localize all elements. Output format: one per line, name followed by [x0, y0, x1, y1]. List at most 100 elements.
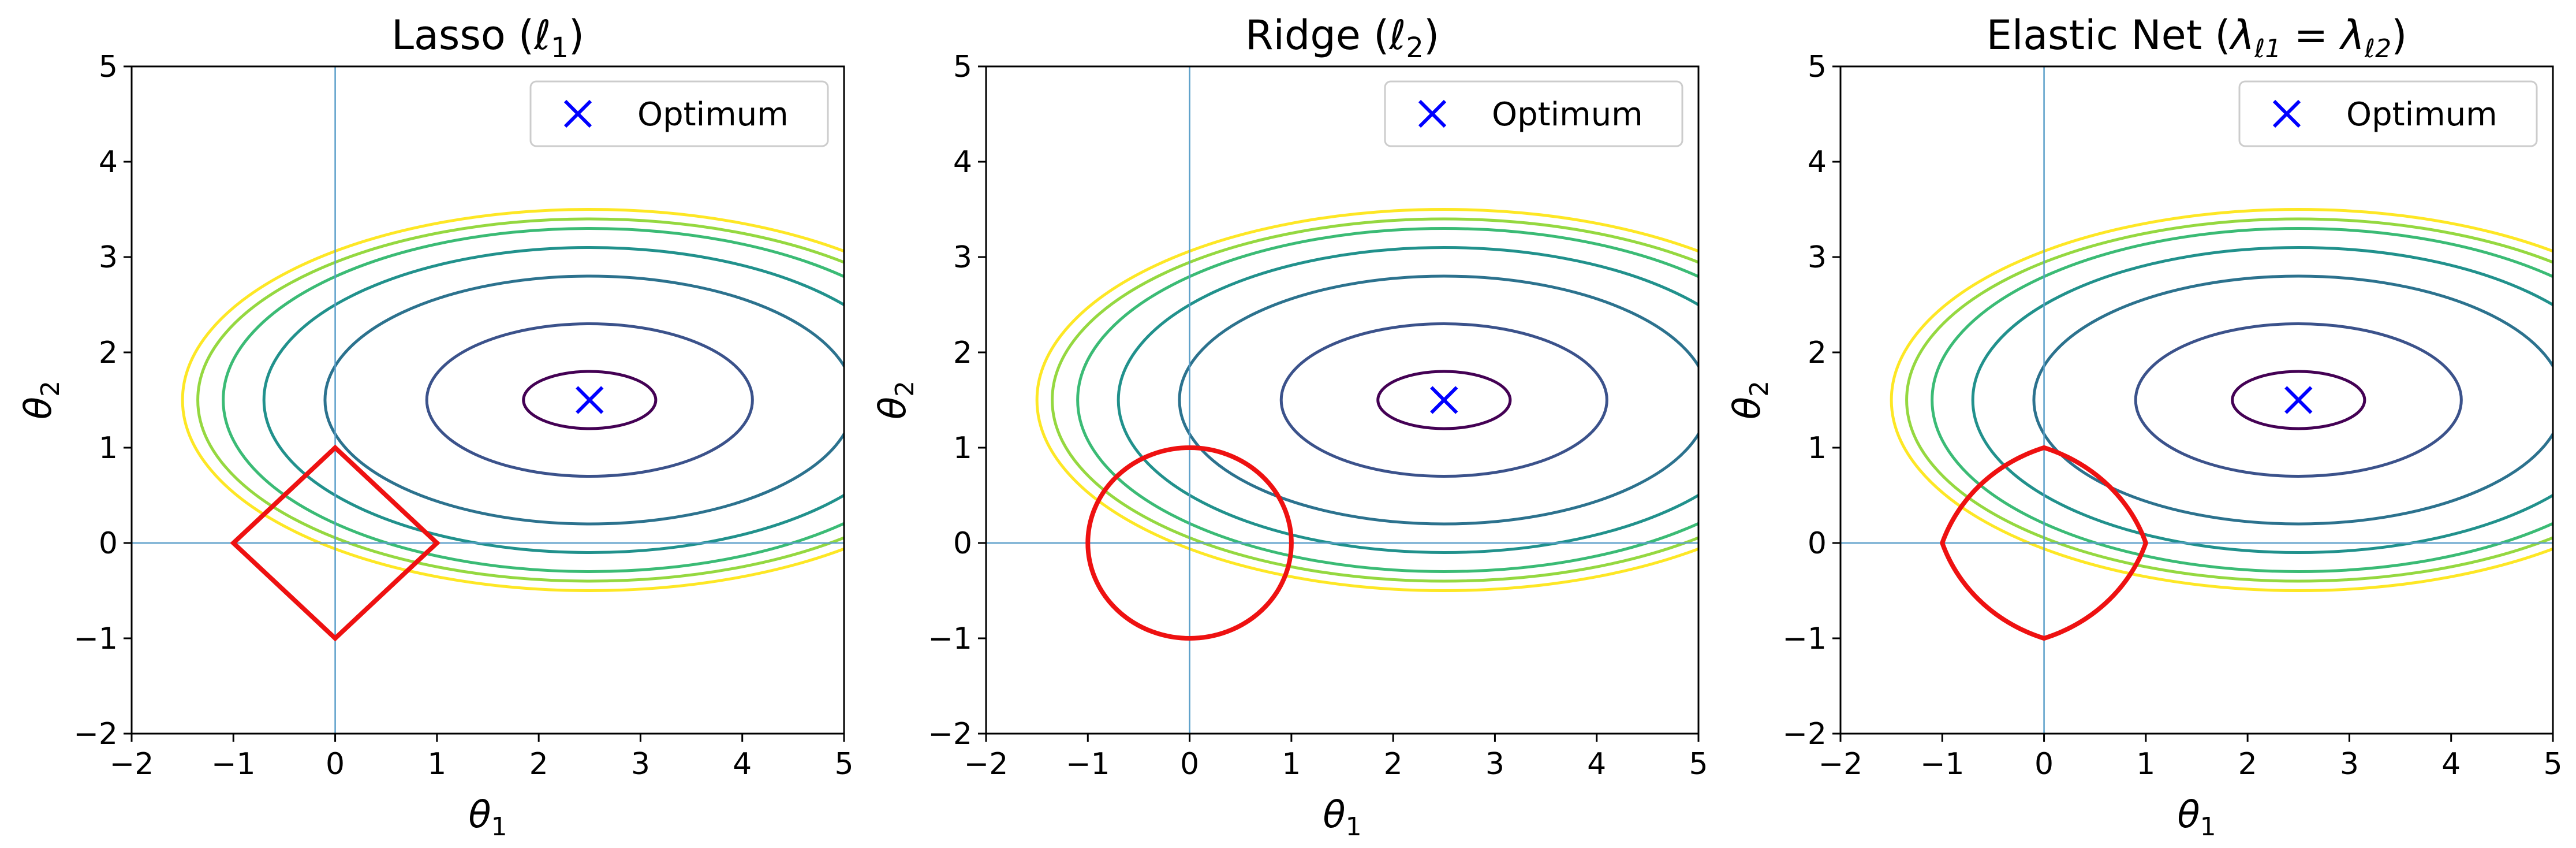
x-tick-label: 1 [1282, 747, 1301, 782]
y-tick-label: 2 [99, 336, 118, 370]
panel-title-symbol: ℓ [533, 12, 551, 59]
y-tick-label: 0 [1808, 526, 1827, 561]
x-tick-label: 4 [733, 747, 752, 782]
y-tick-label: 3 [99, 240, 118, 275]
x-axis-symbol: θ [2177, 794, 2200, 836]
x-tick-label: 1 [2136, 747, 2155, 782]
x-tick-label: −1 [1920, 747, 1965, 782]
contour-level-3 [2032, 274, 2553, 526]
x-axis-subscript: 1 [491, 812, 507, 842]
contour-level-1 [1376, 370, 1512, 430]
plot-area [1840, 66, 2553, 734]
axes-frame [1839, 65, 2554, 735]
y-axis-symbol: θ [872, 397, 914, 419]
optimum-marker-stroke [576, 386, 604, 414]
y-axis-title: θ2 [17, 381, 65, 419]
contour-level-5 [222, 227, 844, 573]
x-axis-subscript: 1 [1346, 812, 1362, 842]
l2-constraint-circle [1085, 445, 1294, 641]
y-tick-label: 1 [1808, 431, 1827, 466]
y-axis-subscript: 2 [36, 381, 65, 397]
contour-level-2 [425, 322, 754, 478]
y-tick-label: 4 [1808, 145, 1827, 180]
contour-level-4 [1971, 246, 2553, 554]
x-tick-label: 0 [2034, 747, 2054, 782]
x-axis-symbol: θ [1323, 794, 1345, 836]
panel-title-subscript: ℓ2 [2364, 34, 2391, 64]
y-tick-label: 0 [99, 526, 118, 561]
x-tick-label: −2 [1819, 747, 1863, 782]
y-axis-subscript: 2 [890, 381, 920, 397]
contour-level-1 [2231, 370, 2366, 430]
legend-label: Optimum [637, 96, 789, 133]
legend-box [529, 80, 829, 147]
y-axis-title: θ2 [1726, 381, 1774, 419]
y-tick-label: −1 [73, 622, 118, 656]
legend-marker-icon [2272, 99, 2301, 128]
legend-label: Optimum [2346, 96, 2497, 133]
legend-label: Optimum [1492, 96, 1643, 133]
x-tick-label: 5 [834, 747, 853, 782]
panel-title-symbol: λ [2228, 12, 2254, 59]
y-tick-label: 2 [1808, 336, 1827, 370]
panel-title-text: Elastic Net ( [1987, 12, 2231, 59]
x-axis-title: θ1 [1323, 794, 1361, 842]
y-tick-label: 2 [953, 336, 972, 370]
y-tick-label: 1 [99, 431, 118, 466]
legend: Optimum [1384, 80, 1683, 147]
x-tick-label: 1 [427, 747, 446, 782]
panel-title-close: ) [2391, 12, 2407, 59]
x-tick-label: −1 [1066, 747, 1110, 782]
y-axis-symbol: θ [1726, 397, 1769, 419]
x-tick-label: 3 [631, 747, 650, 782]
y-tick-label: 3 [1808, 240, 1827, 275]
x-tick-label: 0 [326, 747, 345, 782]
y-tick-label: 5 [99, 50, 118, 84]
panel-title: Ridge (ℓ2) [1245, 12, 1439, 64]
legend-marker-icon [563, 99, 592, 128]
x-axis-symbol: θ [468, 794, 491, 836]
contour-level-7 [1890, 208, 2553, 592]
x-tick-label: 2 [1384, 747, 1403, 782]
contour-level-5 [1076, 227, 1698, 573]
x-tick-label: −2 [110, 747, 154, 782]
panel-title: Elastic Net (λℓ1 = λℓ2) [1987, 12, 2407, 64]
x-tick-label: 5 [2543, 747, 2562, 782]
panel-title-subscript: 2 [1406, 32, 1424, 64]
contour-level-7 [181, 208, 844, 592]
legend: Optimum [529, 80, 829, 147]
legend-box [1384, 80, 1683, 147]
y-tick-label: 3 [953, 240, 972, 275]
panel-title-subscript: ℓ1 [2254, 34, 2281, 64]
y-tick-label: 4 [99, 145, 118, 180]
y-tick-label: −1 [928, 622, 972, 656]
contour-level-3 [323, 274, 844, 526]
x-tick-label: −2 [964, 747, 1009, 782]
elastic-net-constraint [1940, 445, 2149, 641]
contour-level-3 [1178, 274, 1698, 526]
x-tick-label: 2 [529, 747, 548, 782]
y-tick-label: 0 [953, 526, 972, 561]
contour-level-2 [1279, 322, 1608, 478]
contour-level-4 [262, 246, 844, 554]
contour-level-1 [522, 370, 658, 430]
y-tick-label: 4 [953, 145, 972, 180]
y-tick-label: −1 [1782, 622, 1827, 656]
x-tick-label: 2 [2238, 747, 2257, 782]
contour-level-2 [2134, 322, 2463, 478]
optimum-marker-stroke [2284, 386, 2313, 414]
legend-marker-icon [1418, 99, 1447, 128]
y-tick-label: 5 [953, 50, 972, 84]
l1-constraint-diamond [230, 444, 440, 642]
optimum-marker [576, 386, 604, 414]
x-axis-title: θ1 [2177, 794, 2216, 842]
y-tick-label: 5 [1808, 50, 1827, 84]
panel-title-equals: = [2281, 12, 2340, 59]
panel-title-symbol: λ [2338, 12, 2364, 59]
contour-level-6 [1905, 217, 2553, 583]
x-tick-label: 0 [1180, 747, 1199, 782]
panel-title-subscript: 1 [551, 32, 569, 64]
